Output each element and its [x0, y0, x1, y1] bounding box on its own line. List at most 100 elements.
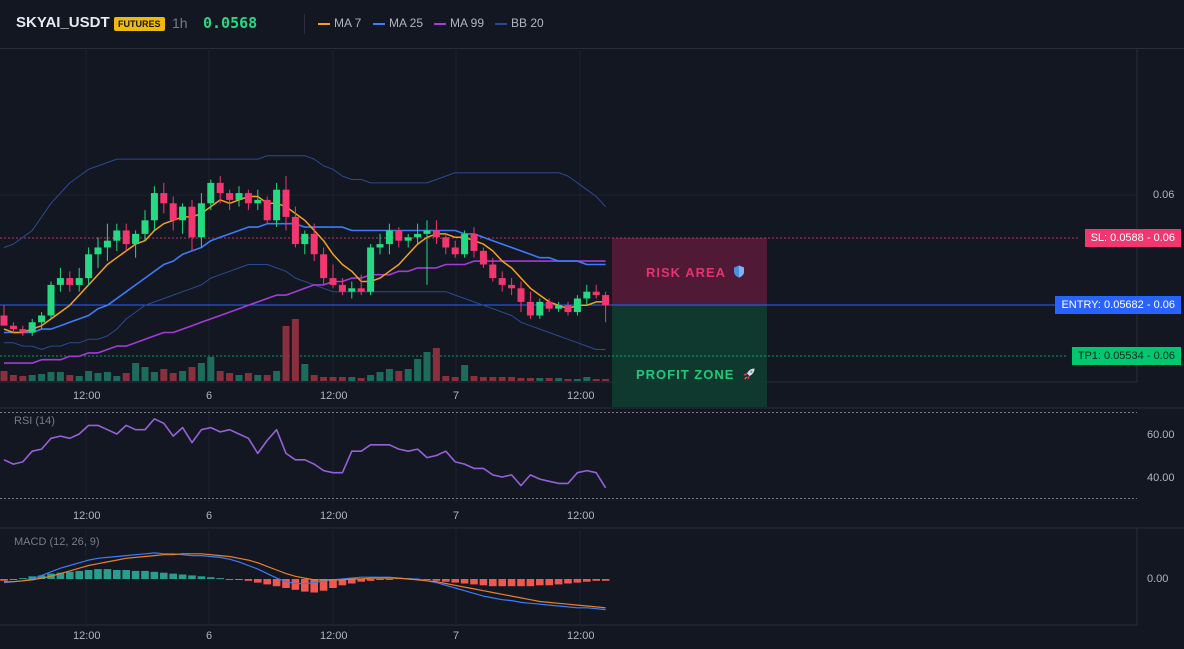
- legend-ma99[interactable]: MA 99: [434, 16, 484, 30]
- macd-signal-line: [4, 553, 606, 609]
- candle-body: [395, 230, 403, 241]
- volume-bar: [348, 377, 356, 381]
- macd-histogram-bar: [0, 579, 8, 581]
- candle-body: [329, 278, 337, 285]
- volume-bar: [188, 367, 196, 381]
- take-profit-axis-value: 0.06: [1153, 350, 1175, 362]
- macd-histogram-bar: [517, 579, 525, 587]
- legend-ma7-swatch: [318, 22, 330, 25]
- volume-bar: [508, 377, 516, 381]
- legend-ma7[interactable]: MA 7: [318, 16, 361, 30]
- volume-bar: [103, 372, 111, 381]
- candle-body: [432, 230, 440, 238]
- legend-ma25[interactable]: MA 25: [373, 16, 423, 30]
- volume-bar: [461, 365, 469, 381]
- candle-body: [385, 230, 393, 245]
- macd-histogram-bar: [169, 573, 177, 579]
- candle-body: [75, 278, 83, 285]
- risk-area-text: RISK AREA: [646, 265, 726, 280]
- volume-bar: [85, 371, 93, 381]
- time-label-main-2: 6: [206, 390, 213, 402]
- candle-body: [244, 193, 252, 204]
- ma7-line: [3, 195, 606, 334]
- candle-body: [207, 182, 215, 204]
- time-label-rsi-5: 12:00: [567, 510, 595, 522]
- candle-body: [564, 305, 572, 313]
- macd-histogram-bar: [583, 579, 591, 582]
- candle-body: [404, 237, 412, 241]
- candle-body: [66, 278, 74, 285]
- legend-ma25-swatch: [373, 22, 385, 25]
- volume-bar: [160, 369, 168, 381]
- macd-histogram-bar: [498, 579, 506, 587]
- volume-bar: [273, 371, 281, 381]
- symbol-label[interactable]: SKYAI_USDT: [16, 14, 110, 31]
- volume-bar: [357, 378, 365, 381]
- macd-histogram-bar: [178, 574, 187, 579]
- macd-histogram-bar: [150, 571, 159, 579]
- macd-histogram-bar: [84, 570, 93, 579]
- macd-histogram-bar: [282, 579, 290, 588]
- volume-bar: [583, 377, 591, 381]
- rocket-icon: [743, 368, 755, 380]
- volume-bar: [244, 373, 252, 381]
- interval-label[interactable]: 1h: [172, 15, 188, 31]
- macd-histogram-bar: [442, 579, 450, 582]
- legend-ma99-label: MA 99: [450, 16, 485, 30]
- macd-histogram-bar: [94, 569, 102, 579]
- volume-bar: [489, 377, 497, 381]
- volume-bar: [47, 372, 55, 381]
- macd-histogram-bar: [460, 579, 469, 584]
- macd-histogram-bar: [545, 579, 553, 586]
- candle-body: [19, 329, 27, 333]
- volume-bar: [301, 364, 309, 381]
- volume-bar: [207, 357, 215, 381]
- candle-body: [47, 284, 55, 316]
- time-label-macd-1: 12:00: [73, 630, 101, 642]
- macd-histogram-bar: [592, 579, 600, 581]
- candle-body: [282, 189, 290, 217]
- candle-body: [573, 298, 581, 313]
- macd-histogram-bar: [56, 572, 65, 579]
- volume-bar: [28, 375, 36, 381]
- candle-body: [56, 278, 64, 285]
- volume-bar: [404, 369, 412, 381]
- macd-histogram-bar: [489, 579, 497, 587]
- macd-histogram-bar: [9, 579, 18, 580]
- macd-histogram-bar: [263, 579, 271, 585]
- entry-label: ENTRY: 0.05682: [1061, 299, 1144, 311]
- macd-histogram-bar: [385, 579, 394, 580]
- candle-body: [38, 315, 46, 323]
- candle-body: [414, 233, 422, 238]
- volume-bar: [545, 378, 553, 381]
- candle-body: [263, 199, 271, 221]
- volume-bar: [197, 363, 205, 381]
- volume-bar: [113, 376, 121, 381]
- volume-bar: [442, 376, 450, 381]
- bb-lower-line: [4, 264, 606, 350]
- candle-body: [310, 233, 318, 255]
- stop-loss-tag[interactable]: SL: 0.0588 - 0.06: [1084, 229, 1181, 247]
- candle-body: [479, 250, 487, 265]
- legend-bb20[interactable]: BB 20: [495, 16, 544, 30]
- candle-body: [113, 230, 121, 241]
- entry-tag[interactable]: ENTRY: 0.05682 - 0.06: [1055, 296, 1181, 314]
- ma99-line: [4, 260, 606, 364]
- candle-body: [254, 199, 262, 204]
- last-price: 0.0568: [203, 14, 258, 32]
- candle-body: [545, 301, 553, 309]
- macd-histogram-bar: [207, 577, 215, 579]
- rsi-tick-40: 40.00: [1147, 472, 1175, 484]
- macd-tick-0: 0.00: [1147, 573, 1169, 585]
- volume-bar: [414, 359, 422, 381]
- volume-bar: [235, 375, 243, 381]
- macd-histogram-bar: [338, 579, 347, 586]
- macd-histogram-bar: [131, 570, 140, 579]
- time-label-macd-2: 6: [206, 630, 213, 642]
- macd-histogram-bar: [479, 579, 488, 586]
- volume-bar: [592, 379, 600, 381]
- take-profit-tag[interactable]: TP1: 0.05534 - 0.06: [1071, 347, 1181, 365]
- candle-body: [226, 193, 234, 200]
- candle-body: [442, 237, 450, 248]
